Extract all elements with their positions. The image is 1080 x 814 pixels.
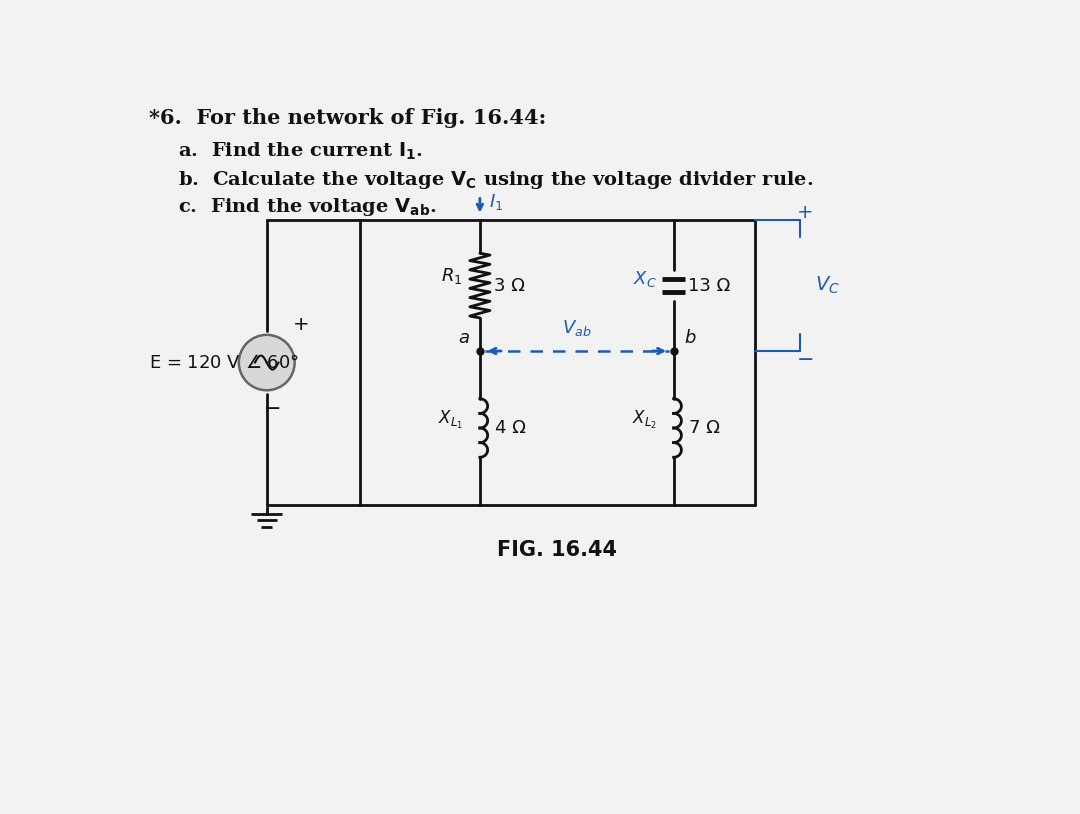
Text: c.  Find the voltage $\mathbf{V_{ab}}$.: c. Find the voltage $\mathbf{V_{ab}}$. <box>177 196 436 218</box>
Text: 3 Ω: 3 Ω <box>494 277 525 295</box>
Text: $I_1$: $I_1$ <box>489 192 503 212</box>
Text: a.  Find the current $\mathbf{I_1}$.: a. Find the current $\mathbf{I_1}$. <box>177 141 422 162</box>
Text: $X_{L_1}$: $X_{L_1}$ <box>437 409 463 431</box>
Text: 7 Ω: 7 Ω <box>689 419 720 437</box>
Text: −: − <box>797 350 814 370</box>
Circle shape <box>239 335 295 390</box>
Text: +: + <box>293 314 309 334</box>
Text: *6.  For the network of Fig. 16.44:: *6. For the network of Fig. 16.44: <box>149 108 546 129</box>
Text: $V_C$: $V_C$ <box>815 275 840 296</box>
Text: b: b <box>685 329 696 347</box>
Text: 4 Ω: 4 Ω <box>496 419 526 437</box>
Text: FIG. 16.44: FIG. 16.44 <box>498 540 618 560</box>
Text: b.  Calculate the voltage $\mathbf{V_C}$ using the voltage divider rule.: b. Calculate the voltage $\mathbf{V_C}$ … <box>177 168 813 190</box>
Text: −: − <box>265 399 282 418</box>
Text: 13 Ω: 13 Ω <box>688 277 730 295</box>
Text: $V_{ab}$: $V_{ab}$ <box>562 318 592 338</box>
Text: a: a <box>458 329 469 347</box>
Text: E = 120 V $\angle$ 60°: E = 120 V $\angle$ 60° <box>149 353 299 371</box>
Text: $X_{L_2}$: $X_{L_2}$ <box>632 409 657 431</box>
Text: +: + <box>797 203 813 222</box>
Text: $R_1$: $R_1$ <box>442 266 463 287</box>
Text: $X_C$: $X_C$ <box>633 269 657 290</box>
